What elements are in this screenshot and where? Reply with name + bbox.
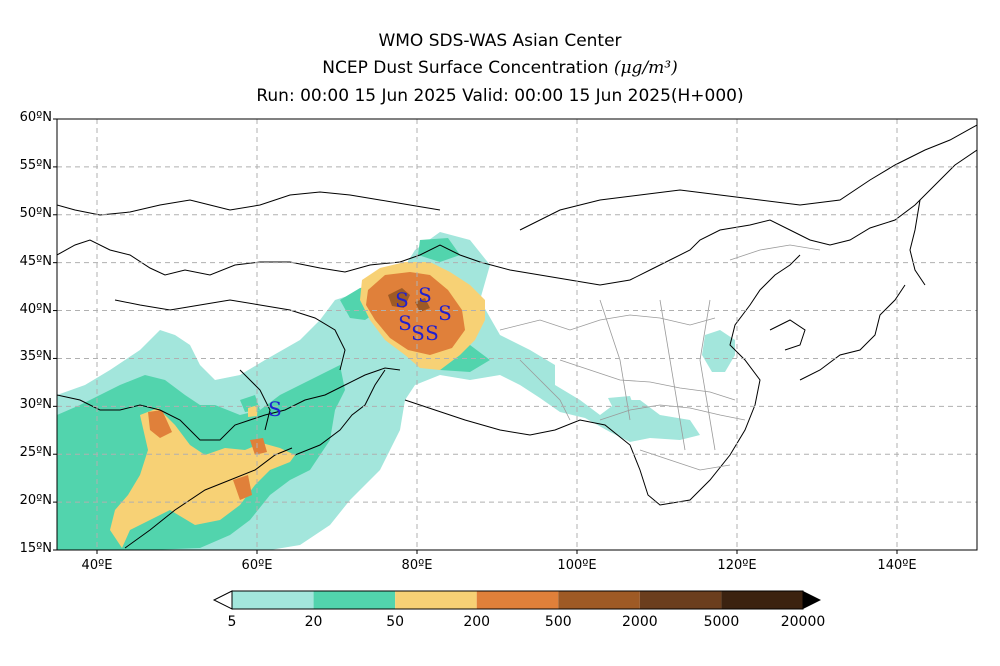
colorbar-label: 5000 (703, 614, 740, 630)
dust-storm-symbol: S (268, 397, 282, 421)
colorbar-label: 500 (544, 614, 572, 630)
lat-tick-label: 60ºN (19, 110, 52, 125)
colorbar-segment (476, 591, 559, 609)
colorbar-segment (395, 591, 477, 609)
colorbar-label: 5 (227, 614, 237, 630)
dust-storm-symbol: S (438, 301, 452, 325)
lat-tick-label: 35ºN (19, 349, 52, 365)
title-line-2: NCEP Dust Surface Concentration (μg/m³) (0, 58, 1000, 78)
lat-tick-label: 15ºN (19, 541, 52, 556)
lat-tick-label: 40ºN (19, 301, 52, 317)
colorbar-label: 2000 (622, 614, 658, 630)
title-main: NCEP Dust Surface Concentration (322, 58, 609, 78)
colorbar-max-arrow (803, 591, 821, 609)
lat-tick-label: 55ºN (19, 157, 52, 173)
lon-tick-label: 60ºE (241, 558, 273, 573)
colorbar-label: 50 (386, 614, 405, 630)
lat-tick-label: 30ºN (19, 397, 52, 413)
lat-tick-label: 25ºN (19, 445, 52, 461)
colorbar-segment (721, 591, 803, 609)
colorbar-label: 20 (304, 614, 323, 630)
lat-tick-label: 45ºN (19, 253, 52, 269)
dust-storm-symbol: S (418, 283, 432, 307)
lon-tick-label: 120ºE (717, 558, 757, 573)
map-frame (56, 118, 978, 551)
colorbar-min-arrow (212, 590, 233, 610)
title-line-1: WMO SDS-WAS Asian Center (378, 31, 622, 51)
lon-tick-label: 100ºE (557, 558, 597, 573)
gridlines (57, 119, 977, 550)
colorbar-segment (232, 591, 314, 609)
lon-tick-label: 80ºE (401, 558, 433, 573)
colorbar-segment (313, 591, 396, 609)
lon-tick-label: 140ºE (877, 558, 917, 573)
colorbar (212, 590, 821, 610)
lat-tick-label: 50ºN (19, 205, 52, 221)
title-unit: (μg/m³) (613, 58, 678, 78)
colorbar-label: 20000 (780, 614, 826, 630)
dust-level-200-region (148, 272, 465, 500)
dust-storm-symbol: S (411, 321, 425, 345)
dust-storm-symbol: S (398, 311, 412, 335)
province-boundaries (499, 244, 821, 471)
dust-storm-symbol: S (395, 288, 409, 312)
title-line-3: Run: 00:00 15 Jun 2025 Valid: 00:00 15 J… (256, 86, 744, 106)
dust-storm-symbol: S (425, 321, 439, 345)
colorbar-segment (558, 591, 640, 609)
boundaries (57, 124, 977, 549)
lon-tick-label: 40ºE (81, 558, 113, 573)
lat-tick-label: 20ºN (19, 493, 52, 509)
colorbar-segment (639, 591, 722, 609)
colorbar-label: 200 (463, 614, 491, 630)
dust-level-500-region (388, 288, 430, 312)
dust-storm-symbols: S SS S SSS (268, 283, 452, 421)
